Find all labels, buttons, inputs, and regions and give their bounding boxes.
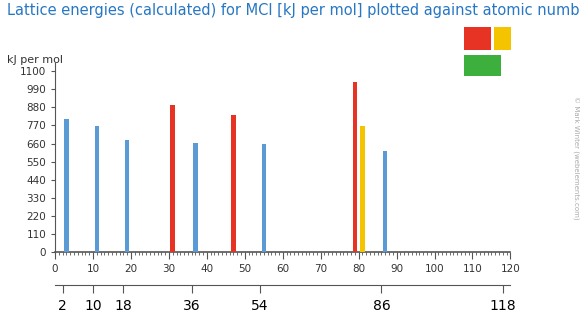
Bar [383,151,387,252]
Bar [464,54,501,76]
Bar [193,143,198,252]
Text: kJ per mol: kJ per mol [7,55,63,65]
Bar [494,27,511,50]
Bar [171,105,175,252]
Bar [64,119,69,252]
Bar [262,144,266,252]
Bar [353,82,357,252]
Bar [464,27,491,50]
Bar [360,126,365,252]
Text: © Mark Winter (webelements.com): © Mark Winter (webelements.com) [572,96,579,219]
Bar [231,115,235,252]
Bar [125,140,129,252]
Text: Lattice energies (calculated) for MCl [kJ per mol] plotted against atomic number: Lattice energies (calculated) for MCl [k… [7,3,580,18]
Bar [95,126,99,252]
